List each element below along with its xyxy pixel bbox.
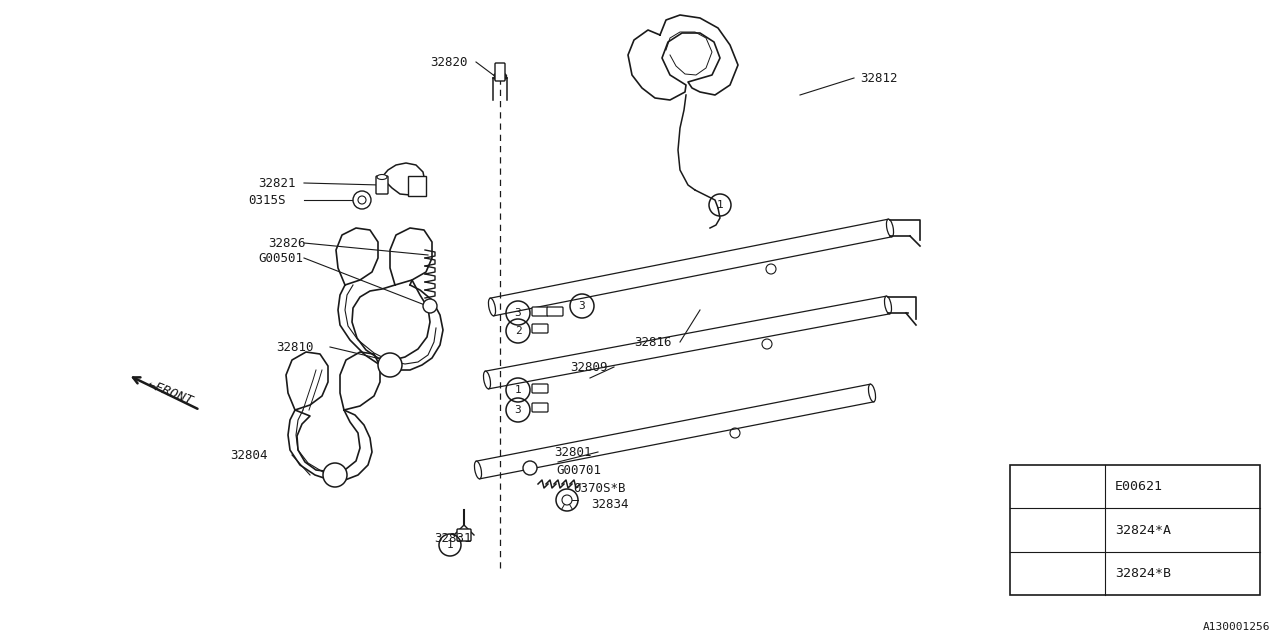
- FancyBboxPatch shape: [376, 176, 388, 194]
- Text: A130001256: A130001256: [1202, 622, 1270, 632]
- FancyBboxPatch shape: [532, 384, 548, 393]
- Text: 1: 1: [515, 385, 521, 395]
- Text: E00621: E00621: [1115, 480, 1164, 493]
- Ellipse shape: [489, 298, 495, 316]
- Text: 32812: 32812: [860, 72, 897, 84]
- Text: 0315S: 0315S: [248, 193, 285, 207]
- Text: 2: 2: [515, 326, 521, 336]
- Ellipse shape: [378, 175, 387, 179]
- Polygon shape: [335, 228, 378, 285]
- Text: G00501: G00501: [259, 252, 303, 264]
- Ellipse shape: [494, 73, 506, 77]
- FancyBboxPatch shape: [457, 529, 471, 541]
- Ellipse shape: [868, 384, 876, 402]
- Text: 32831: 32831: [434, 531, 471, 545]
- Circle shape: [556, 489, 579, 511]
- Ellipse shape: [484, 371, 490, 389]
- Text: 32821: 32821: [259, 177, 296, 189]
- Ellipse shape: [475, 461, 481, 479]
- Circle shape: [378, 353, 402, 377]
- Text: ←FRONT: ←FRONT: [146, 378, 195, 408]
- Ellipse shape: [887, 219, 893, 237]
- Polygon shape: [285, 352, 328, 410]
- Circle shape: [524, 461, 538, 475]
- Polygon shape: [390, 228, 433, 285]
- Text: 32834: 32834: [591, 497, 628, 511]
- Text: 1: 1: [447, 540, 453, 550]
- FancyBboxPatch shape: [495, 63, 506, 81]
- Polygon shape: [340, 352, 380, 410]
- FancyBboxPatch shape: [1010, 465, 1260, 595]
- Circle shape: [422, 299, 436, 313]
- Polygon shape: [628, 15, 739, 100]
- Text: 3: 3: [515, 405, 521, 415]
- Text: 3: 3: [515, 308, 521, 318]
- Circle shape: [358, 196, 366, 204]
- Text: 32810: 32810: [276, 340, 314, 353]
- FancyBboxPatch shape: [408, 176, 426, 196]
- Text: 2: 2: [1053, 524, 1061, 536]
- Text: 32804: 32804: [230, 449, 268, 461]
- Ellipse shape: [494, 76, 506, 80]
- Text: 3: 3: [1053, 567, 1061, 580]
- Circle shape: [323, 463, 347, 487]
- FancyBboxPatch shape: [532, 307, 548, 316]
- FancyBboxPatch shape: [532, 324, 548, 333]
- Text: 32824*A: 32824*A: [1115, 524, 1171, 536]
- FancyBboxPatch shape: [547, 307, 563, 316]
- Text: 32809: 32809: [570, 360, 608, 374]
- Text: G00701: G00701: [556, 463, 602, 477]
- Text: 32820: 32820: [430, 56, 467, 68]
- Text: 0370S*B: 0370S*B: [573, 481, 626, 495]
- Text: 32816: 32816: [634, 335, 672, 349]
- Ellipse shape: [884, 296, 891, 314]
- Text: 1: 1: [717, 200, 723, 210]
- Text: 3: 3: [579, 301, 585, 311]
- Text: 32824*B: 32824*B: [1115, 567, 1171, 580]
- Text: 32801: 32801: [554, 445, 591, 458]
- Text: 32826: 32826: [268, 237, 306, 250]
- Polygon shape: [288, 410, 372, 480]
- Text: 1: 1: [1053, 480, 1061, 493]
- Polygon shape: [338, 280, 443, 370]
- Circle shape: [353, 191, 371, 209]
- FancyBboxPatch shape: [532, 403, 548, 412]
